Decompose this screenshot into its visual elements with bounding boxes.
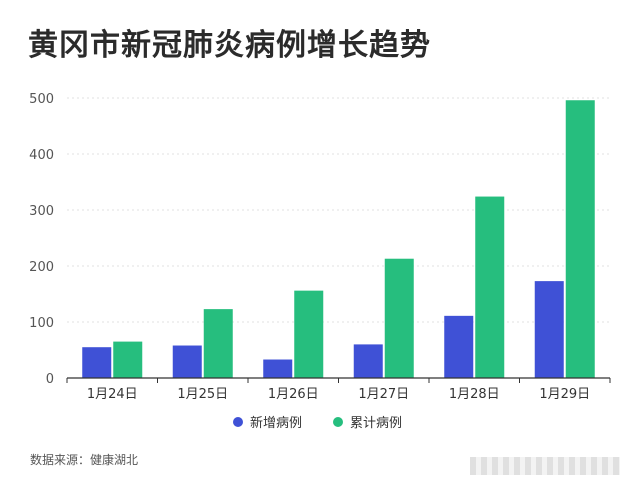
bar-new-cases — [444, 315, 474, 378]
watermark — [470, 457, 620, 475]
bar-new-cases — [534, 281, 564, 378]
y-tick-label: 0 — [46, 372, 54, 387]
bar-new-cases — [82, 347, 112, 378]
legend-total-cases-marker — [333, 417, 343, 427]
bar-total-cases — [384, 258, 414, 378]
bar-total-cases — [565, 100, 595, 379]
legend: 新增病例 累计病例 — [233, 415, 402, 431]
y-tick-label: 400 — [29, 148, 54, 163]
chart-title: 黄冈市新冠肺炎病例增长趋势 — [28, 28, 431, 63]
x-tick-label: 1月24日 — [87, 387, 138, 402]
bar-new-cases — [263, 359, 293, 378]
x-tick-label: 1月26日 — [268, 387, 319, 402]
y-tick-label: 100 — [29, 316, 54, 331]
x-tick-label: 1月27日 — [358, 387, 409, 402]
bar-new-cases — [353, 344, 383, 378]
bars — [82, 100, 595, 379]
y-tick-label: 500 — [29, 92, 54, 107]
bar-total-cases — [294, 290, 324, 378]
grid-lines — [67, 97, 610, 323]
x-tick-label: 1月29日 — [539, 387, 590, 402]
x-tick-label: 1月28日 — [449, 387, 500, 402]
legend-total-cases-label: 累计病例 — [350, 416, 402, 431]
bar-total-cases — [475, 196, 505, 378]
bar-new-cases — [172, 345, 202, 378]
x-tick-label: 1月25日 — [177, 387, 228, 402]
y-tick-label: 300 — [29, 204, 54, 219]
x-axis: 1月24日 1月25日 1月26日 1月27日 1月28日 1月29日 — [66, 377, 611, 402]
legend-new-cases-label: 新增病例 — [250, 415, 302, 431]
data-source: 数据来源：健康湖北 — [30, 453, 139, 467]
legend-new-cases-marker — [233, 417, 243, 427]
bar-total-cases — [113, 341, 143, 378]
y-axis-ticks: 0 100 200 300 400 500 — [29, 92, 54, 387]
y-tick-label: 200 — [29, 260, 54, 275]
bar-total-cases — [203, 309, 233, 378]
